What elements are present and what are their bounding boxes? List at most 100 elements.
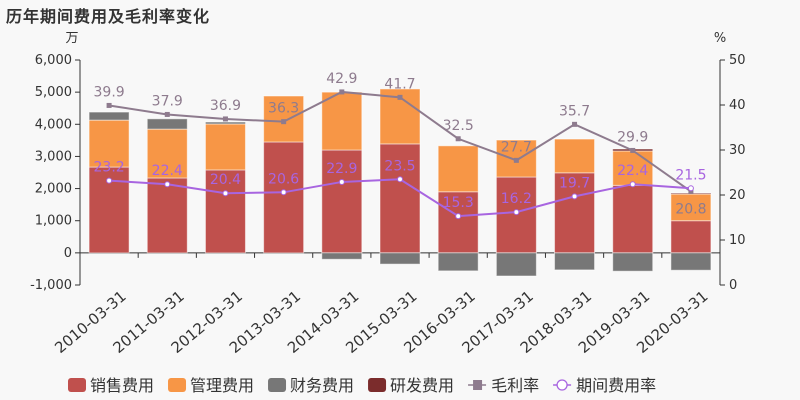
bar-销售费用 [554,172,596,254]
data-label-毛利率: 35.7 [559,103,590,119]
left-tick-label: 3,000 [35,149,72,164]
left-tick-label: 5,000 [35,85,72,100]
chart-title: 历年期间费用及毛利率变化 [6,7,211,26]
data-label-毛利率: 42.9 [326,71,357,87]
left-tick-label: 1,000 [35,214,72,229]
legend-swatch-财务费用 [268,378,287,392]
marker-期间费用率 [571,193,578,200]
bar-管理费用 [554,138,596,174]
legend-label: 销售费用 [90,376,154,395]
bar-管理费用 [204,123,246,171]
legend-swatch-管理费用 [168,378,187,392]
data-label-毛利率: 20.8 [675,201,706,217]
bar-管理费用 [670,193,712,222]
bar-财务费用 [379,252,421,265]
legend-label: 管理费用 [190,376,254,395]
marker-毛利率 [397,94,403,100]
marker-毛利率 [222,116,228,122]
data-label-毛利率: 27.7 [501,139,532,155]
bar-销售费用 [204,169,246,254]
bar-财务费用 [437,252,479,272]
marker-期间费用率 [629,181,636,188]
right-tick-label: 0 [729,278,737,293]
right-tick-label: 40 [729,98,746,113]
marker-期间费用率 [513,209,520,216]
data-label-期间费用率: 23.2 [94,160,125,176]
bar-销售费用 [146,177,188,254]
legend-marker-期间费用率 [556,379,568,391]
marker-毛利率 [688,188,694,194]
bar-财务费用 [612,252,654,272]
marker-毛利率 [164,111,170,117]
bar-财务费用 [670,252,712,271]
data-label-期间费用率: 15.3 [443,195,474,211]
bar-销售费用 [263,141,305,254]
bar-销售费用 [437,191,479,254]
bar-销售费用 [670,220,712,254]
right-tick-label: 50 [729,53,746,68]
legend-label: 毛利率 [491,376,539,395]
data-label-毛利率: 39.9 [94,84,125,100]
data-label-毛利率: 32.5 [443,118,474,134]
data-label-毛利率: 37.9 [152,93,183,109]
bar-财务费用 [88,111,130,121]
data-label-期间费用率: 22.9 [326,161,357,177]
marker-期间费用率 [164,181,171,188]
marker-毛利率 [106,102,112,108]
bar-管理费用 [88,119,130,168]
data-label-毛利率: 29.9 [617,129,648,145]
bar-销售费用 [321,149,363,254]
marker-毛利率 [513,157,519,163]
marker-期间费用率 [338,178,345,185]
marker-毛利率 [455,136,461,142]
bar-财务费用 [204,121,246,125]
legend-swatch-销售费用 [68,378,86,392]
bar-管理费用 [321,91,363,151]
data-label-期间费用率: 16.2 [501,191,532,207]
legend-marker-毛利率 [473,380,483,390]
marker-期间费用率 [455,213,462,220]
marker-毛利率 [281,119,287,125]
bar-销售费用 [379,143,421,254]
right-axis-unit: % [714,31,726,46]
marker-期间费用率 [687,185,694,192]
right-tick-label: 20 [729,188,746,203]
data-label-期间费用率: 20.6 [268,171,299,187]
right-tick-label: 10 [729,233,746,248]
bar-管理费用 [146,128,188,179]
bar-财务费用 [321,252,363,260]
data-label-期间费用率: 20.4 [210,172,241,188]
marker-期间费用率 [222,190,229,197]
marker-毛利率 [572,121,578,127]
right-tick-label: 30 [729,143,746,158]
legend-swatch-研发费用 [368,378,387,392]
marker-期间费用率 [280,189,287,196]
data-label-期间费用率: 23.5 [384,158,415,174]
marker-期间费用率 [397,176,403,183]
data-label-期间费用率: 19.7 [559,175,590,191]
data-label-期间费用率: 21.5 [675,167,706,183]
bar-管理费用 [263,95,305,143]
left-tick-label: 6,000 [35,53,72,68]
bar-财务费用 [495,252,537,277]
data-label-期间费用率: 22.4 [152,163,183,179]
bar-销售费用 [612,184,654,254]
bar-管理费用 [437,145,479,193]
bar-财务费用 [554,252,596,271]
left-tick-label: 4,000 [35,117,72,132]
left-tick-label: -1,000 [30,278,72,293]
marker-毛利率 [630,147,636,153]
left-tick-label: 0 [64,246,72,261]
left-tick-label: 2,000 [35,182,72,197]
left-axis-unit: 万 [65,31,78,46]
data-label-期间费用率: 22.4 [617,163,648,179]
legend-label: 研发费用 [390,376,454,395]
marker-期间费用率 [106,177,113,184]
data-label-毛利率: 36.9 [210,98,241,114]
bar-管理费用 [612,150,654,186]
data-label-毛利率: 36.3 [268,101,299,117]
marker-毛利率 [339,89,345,95]
legend-label: 财务费用 [290,376,354,395]
data-label-毛利率: 41.7 [384,76,415,92]
